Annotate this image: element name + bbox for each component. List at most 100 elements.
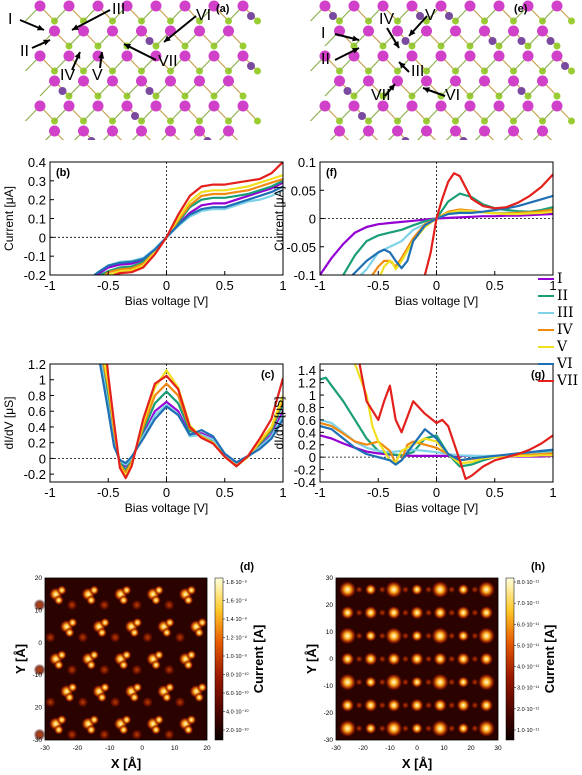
atom-magenta (522, 50, 534, 62)
heatmap-spot (97, 692, 107, 703)
site-label-a-IV: IV (60, 67, 75, 84)
atom-magenta (223, 75, 234, 87)
atom-magenta (392, 125, 403, 137)
pointer-arrowhead (43, 39, 50, 46)
atom-green (553, 42, 561, 50)
atom-magenta (208, 0, 220, 12)
y-tick-label: 1 (309, 388, 316, 403)
heatmap-spot-dim (470, 631, 479, 640)
y-tick-label: 0 (39, 230, 46, 245)
heatmap-spot-dim (401, 655, 410, 663)
heatmap-spot-dim (163, 663, 176, 676)
x-tick-label: 0 (140, 745, 144, 752)
atom-purple (416, 12, 424, 20)
pointer-arrowhead (98, 52, 105, 59)
heatmap-spot-dim (447, 724, 456, 733)
x-axis-label: Bias voltage [V] (125, 501, 208, 515)
pointer-arrowhead (388, 84, 395, 91)
atom-magenta (34, 50, 46, 62)
y-tick-label: -30 (33, 737, 43, 744)
heatmap-spot-dim (470, 678, 479, 687)
pointer-arrowhead (74, 52, 81, 59)
heatmap-spot (86, 595, 97, 606)
series-line-I (96, 181, 283, 275)
heatmap-spot (56, 714, 67, 725)
heatmap-spot (161, 627, 172, 638)
atom-magenta (464, 100, 476, 112)
x-tick-label: 0.5 (216, 278, 234, 293)
heatmap-spot (67, 682, 78, 693)
panel-label-c: (c) (261, 369, 275, 381)
heatmap-spot-dim (424, 585, 433, 594)
y-tick-label: 0.1 (28, 212, 46, 227)
atom-purple (401, 37, 410, 45)
heatmap-spot (53, 595, 64, 606)
colorbar-tick-label: 6.0·10⁻¹⁰ (226, 690, 249, 697)
y-tick-label: 0.1 (298, 155, 316, 170)
atomic-lattice-a (25, 0, 261, 140)
heatmap-spot-dim (355, 678, 364, 687)
site-label-a-II: II (20, 43, 29, 60)
y-tick-label: -10 (33, 672, 43, 679)
heatmap-spot (386, 652, 401, 666)
atom-purple (145, 87, 154, 95)
heatmap-spot-dim (401, 701, 410, 710)
heatmap-spot (338, 626, 357, 645)
atom-magenta (421, 125, 432, 137)
heatmap-spot-dim (470, 701, 479, 710)
atom-magenta (435, 50, 447, 62)
heatmap-spot (477, 673, 496, 692)
series-line-VII (113, 162, 283, 275)
heatmap-spot-dim (33, 599, 46, 611)
legend-entry-II: II (538, 287, 582, 304)
colorbar-tick-label: 1.2·10⁻⁹ (226, 635, 247, 642)
colorbar-tick-label: 3.0·10⁻¹¹ (517, 686, 539, 692)
heatmap-spot (53, 724, 64, 735)
panel-label-d: (d) (240, 561, 254, 573)
atom-magenta (49, 125, 60, 137)
heatmap-spot-dim (378, 701, 387, 710)
heatmap-spot (363, 652, 378, 666)
site-label-e-III: III (411, 63, 424, 80)
heatmap-spot-dim (355, 655, 364, 663)
atom-magenta (179, 50, 191, 62)
heatmap-spot-dim (447, 701, 456, 710)
atom-purple (358, 112, 366, 120)
legend-swatch (538, 294, 554, 297)
heatmap-spot-dim (447, 608, 456, 617)
y-axis-label: dI/dV [μS] (272, 397, 286, 450)
heatmap-spot-dim (109, 696, 122, 709)
chart-b-current: -1 -0.5 0 0.5 1 -0.2 -0.1 0 0.1 0.2 0.3 0.4 Bias vol… (2, 155, 287, 308)
atom-magenta (237, 50, 249, 62)
atom-magenta (208, 50, 220, 62)
heatmap-spot (384, 580, 403, 599)
atom-magenta (78, 75, 89, 87)
y-tick-label: -0.2 (294, 463, 316, 478)
x-axis-label: X [Å] (402, 756, 432, 771)
chart-g-didv: -1 -0.5 0 0.5 1-0.4-0.200.20.40.60.811.21.4B… (272, 363, 557, 515)
heatmap-spot-dim (66, 728, 78, 741)
legend-label: VII (557, 372, 579, 389)
site-label-a-III: III (112, 1, 125, 18)
heatmap-spot (477, 719, 496, 738)
heatmap-spot-dim (378, 608, 387, 617)
panel-label-h: (h) (531, 561, 545, 573)
atom-purple (546, 37, 555, 45)
colorbar-label: Current [A] (251, 625, 266, 694)
colorbar-tick-label: 5.0·10⁻¹¹ (517, 643, 539, 649)
legend-entry-VI: VI (538, 355, 582, 372)
pointer-arrow (71, 9, 111, 31)
x-tick-label: 0.5 (216, 485, 234, 500)
legend-label: V (557, 338, 568, 355)
y-axis-label: Y [Å] (304, 644, 319, 674)
atom-green (239, 42, 247, 50)
atom-magenta (450, 25, 461, 37)
legend-entry-I: I (538, 270, 582, 287)
heatmap-spot (197, 617, 208, 628)
atom-green (568, 117, 575, 125)
x-tick-label: -0.5 (97, 278, 119, 293)
y-tick-label: 0.8 (28, 388, 46, 403)
atom-purple (58, 87, 67, 95)
heatmap-spot (410, 605, 424, 620)
x-tick-label: 0.5 (486, 485, 504, 500)
